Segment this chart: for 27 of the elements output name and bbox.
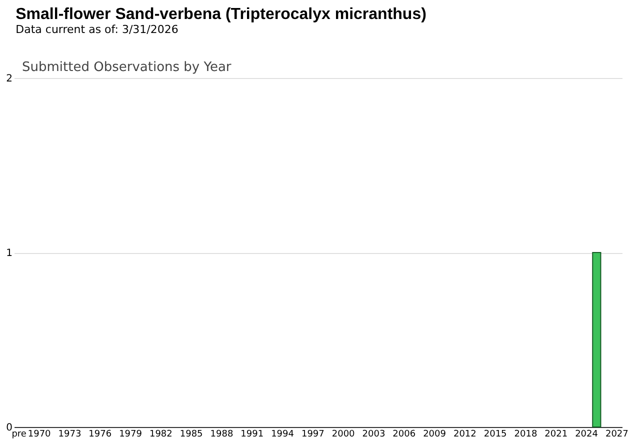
x-tick-label: 2000 — [332, 430, 356, 440]
text: Submitted Observations by Year — [22, 60, 232, 75]
x-tick-label: 1973 — [58, 430, 82, 440]
y-tick-label: 2 — [6, 74, 12, 84]
chart-title: Small-flower Sand-verbena (Tripterocalyx micranthus) — [16, 6, 426, 23]
y-tick-label: 1 — [6, 248, 12, 259]
x-tick-label: 2027 — [605, 430, 628, 440]
x-tick-label: 2009 — [423, 430, 446, 440]
x-tick-label: 2015 — [484, 430, 507, 440]
chart-subtitle: Data current as of: 3/31/2026 — [16, 23, 178, 36]
x-tick-label: 1988 — [210, 430, 234, 440]
x-tick-label: 1985 — [180, 430, 203, 440]
x-tick-label: 1970 — [28, 430, 52, 440]
x-tick-label: 1991 — [240, 430, 264, 440]
x-tick-label: 2003 — [362, 430, 386, 440]
x-tick-label: 2024 — [575, 430, 598, 440]
x-tick-label: 1994 — [271, 430, 294, 440]
y-tick-label: 0 — [6, 422, 12, 434]
x-tick-label: 1979 — [119, 430, 142, 440]
x-tick-label: 2006 — [392, 430, 416, 440]
x-tick-label: 1997 — [301, 430, 324, 440]
x-tick-label: 2018 — [514, 430, 538, 440]
x-tick-label: 1976 — [88, 430, 112, 440]
x-tick-label: 1982 — [149, 430, 172, 440]
x-tick-label: 2021 — [544, 430, 568, 440]
x-tick-label: 2012 — [453, 430, 476, 440]
x-tick-label: pre — [12, 430, 27, 440]
